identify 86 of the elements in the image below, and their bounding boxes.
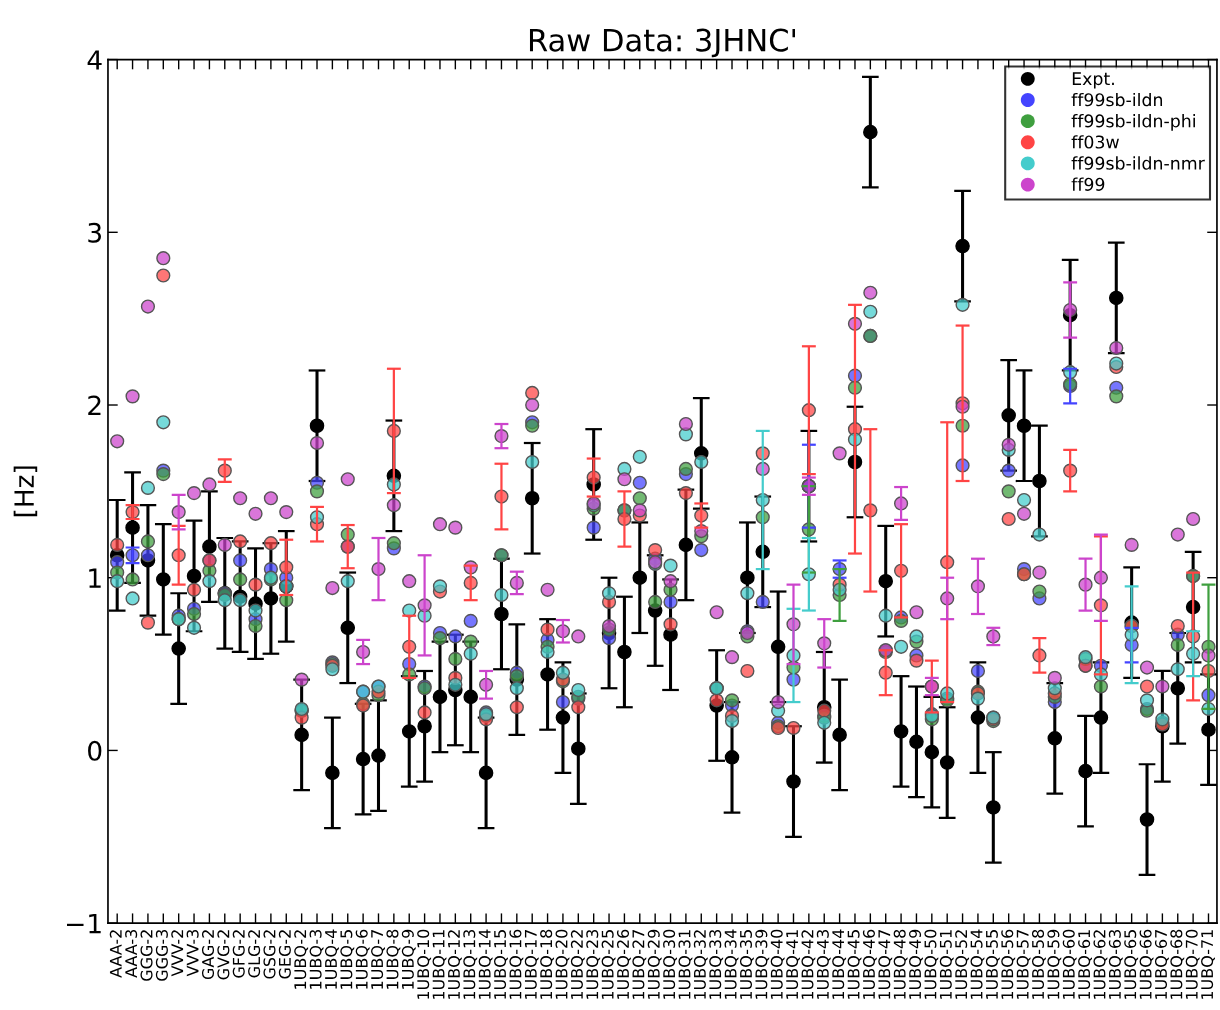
x-tick-label: 1UBQ-47 bbox=[878, 930, 893, 999]
x-tick-label: GFG-2 bbox=[232, 930, 245, 978]
chart-title: Raw Data: 3JHNC' bbox=[529, 28, 796, 58]
y-tick-label: 4 bbox=[87, 50, 102, 70]
x-tick-label: 1UBQ-46 bbox=[862, 929, 877, 999]
x-tick-label: 1UBQ-51 bbox=[939, 930, 954, 999]
x-tick-label: 1UBQ-40 bbox=[770, 929, 785, 999]
x-tick-label: 1UBQ-10 bbox=[417, 929, 432, 999]
x-tick-label: 1UBQ-31 bbox=[678, 930, 693, 999]
x-tick-label: VVV-3 bbox=[186, 929, 199, 977]
x-tick-label: 1UBQ-27 bbox=[632, 930, 647, 999]
x-tick-label: GGG-2 bbox=[140, 930, 153, 981]
x-tick-label: 1UBQ-30 bbox=[663, 929, 677, 999]
x-tick-label: 1UBQ-5 bbox=[340, 930, 355, 989]
x-tick-label: 1UBQ-6 bbox=[355, 929, 370, 989]
x-tick-label: 1UBQ-39 bbox=[755, 929, 770, 999]
x-tick-label: 1UBQ-33 bbox=[709, 929, 724, 999]
x-tick-label: 1UBQ-23 bbox=[586, 929, 601, 999]
x-tick-label: 1UBQ-32 bbox=[693, 930, 708, 999]
x-tick-label: 1UBQ-61 bbox=[1078, 930, 1092, 999]
x-tick-label: 1UBQ-7 bbox=[371, 930, 385, 989]
x-tick-label: AAA-3 bbox=[125, 929, 138, 978]
x-tick-label: AAA-2 bbox=[109, 930, 122, 978]
x-tick-label: 1UBQ-48 bbox=[893, 929, 908, 999]
x-tick-label: 1UBQ-43 bbox=[816, 929, 831, 999]
x-tick-label: 1UBQ-8 bbox=[386, 929, 401, 989]
x-tick-label: 1UBQ-13 bbox=[463, 929, 478, 999]
legend-label: Expt. bbox=[1072, 72, 1114, 89]
x-tick-label: 1UBQ-25 bbox=[601, 930, 616, 999]
x-tick-label: 1UBQ-70 bbox=[1185, 929, 1200, 999]
x-tick-label: 1UBQ-16 bbox=[509, 929, 524, 999]
x-tick-label: 1UBQ-4 bbox=[324, 929, 339, 989]
x-tick-label: 1UBQ-22 bbox=[570, 930, 585, 999]
x-tick-label: GAG-2 bbox=[201, 930, 215, 980]
y-axis-title: [Hz] bbox=[13, 466, 38, 517]
x-tick-label: 1UBQ-12 bbox=[447, 930, 462, 999]
x-tick-label: 1UBQ-63 bbox=[1108, 929, 1123, 999]
x-tick-label: 1UBQ-54 bbox=[970, 929, 985, 999]
x-tick-label: 1UBQ-35 bbox=[739, 930, 754, 999]
x-tick-label: 1UBQ-49 bbox=[909, 929, 923, 999]
x-tick-label: GGG-3 bbox=[155, 929, 168, 981]
x-tick-label: 1UBQ-14 bbox=[478, 929, 493, 999]
x-tick-label: 1UBQ-57 bbox=[1016, 930, 1031, 999]
x-tick-label: 1UBQ-42 bbox=[801, 930, 816, 999]
y-tick-label: 1 bbox=[89, 568, 101, 588]
x-tick-label: 1UBQ-45 bbox=[847, 930, 862, 999]
x-tick-label: 1UBQ-68 bbox=[1170, 929, 1185, 999]
y-tick-label: 2 bbox=[88, 395, 101, 416]
x-tick-label: 1UBQ-59 bbox=[1047, 929, 1062, 999]
y-tick-label: 3 bbox=[88, 222, 101, 243]
x-tick-label: GVG-2 bbox=[217, 930, 230, 980]
x-tick-label: 1UBQ-17 bbox=[524, 930, 539, 999]
x-tick-label: 1UBQ-66 bbox=[1139, 929, 1154, 999]
x-tick-label: VVV-2 bbox=[171, 930, 184, 977]
x-tick-label: 1UBQ-9 bbox=[401, 929, 416, 989]
x-tick-label: GLG-2 bbox=[248, 930, 261, 978]
legend-label: ff03w bbox=[1071, 135, 1119, 149]
x-tick-label: 1UBQ-60 bbox=[1062, 929, 1077, 999]
x-tick-label: 1UBQ-67 bbox=[1154, 930, 1169, 999]
legend-label: ff99 bbox=[1071, 177, 1105, 191]
x-tick-label: 1UBQ-15 bbox=[494, 930, 508, 999]
legend-label: ff99sb-ildn-nmr bbox=[1071, 156, 1205, 170]
x-tick-label: 1UBQ-52 bbox=[955, 930, 970, 999]
x-tick-label: 1UBQ-3 bbox=[309, 929, 324, 989]
x-tick-label: 1UBQ-44 bbox=[832, 929, 847, 999]
x-tick-label: 1UBQ-58 bbox=[1031, 929, 1046, 999]
x-tick-label: GEG-2 bbox=[278, 930, 291, 979]
x-tick-label: 1UBQ-20 bbox=[555, 929, 570, 999]
x-tick-label: 1UBQ-71 bbox=[1201, 930, 1215, 999]
x-tick-label: 1UBQ-41 bbox=[786, 930, 800, 999]
x-tick-label: 1UBQ-62 bbox=[1093, 930, 1108, 999]
x-tick-label: 1UBQ-11 bbox=[432, 930, 447, 999]
legend-label: ff99sb-ildn-phi bbox=[1071, 114, 1195, 131]
x-tick-label: 1UBQ-26 bbox=[616, 929, 631, 999]
x-tick-label: 1UBQ-65 bbox=[1124, 930, 1139, 999]
y-tick-label: −1 bbox=[67, 913, 101, 934]
y-tick-label: 0 bbox=[88, 740, 102, 761]
legend-label: ff99sb-ildn bbox=[1071, 92, 1163, 107]
x-tick-label: 1UBQ-2 bbox=[294, 930, 309, 989]
x-tick-label: 1UBQ-34 bbox=[724, 929, 739, 999]
x-tick-label: GSG-2 bbox=[263, 930, 276, 979]
x-tick-label: 1UBQ-55 bbox=[985, 930, 1000, 999]
x-tick-label: 1UBQ-29 bbox=[647, 929, 662, 999]
x-tick-label: 1UBQ-18 bbox=[540, 929, 555, 999]
x-tick-label: 1UBQ-50 bbox=[924, 929, 939, 999]
x-tick-label: 1UBQ-56 bbox=[1001, 929, 1016, 999]
